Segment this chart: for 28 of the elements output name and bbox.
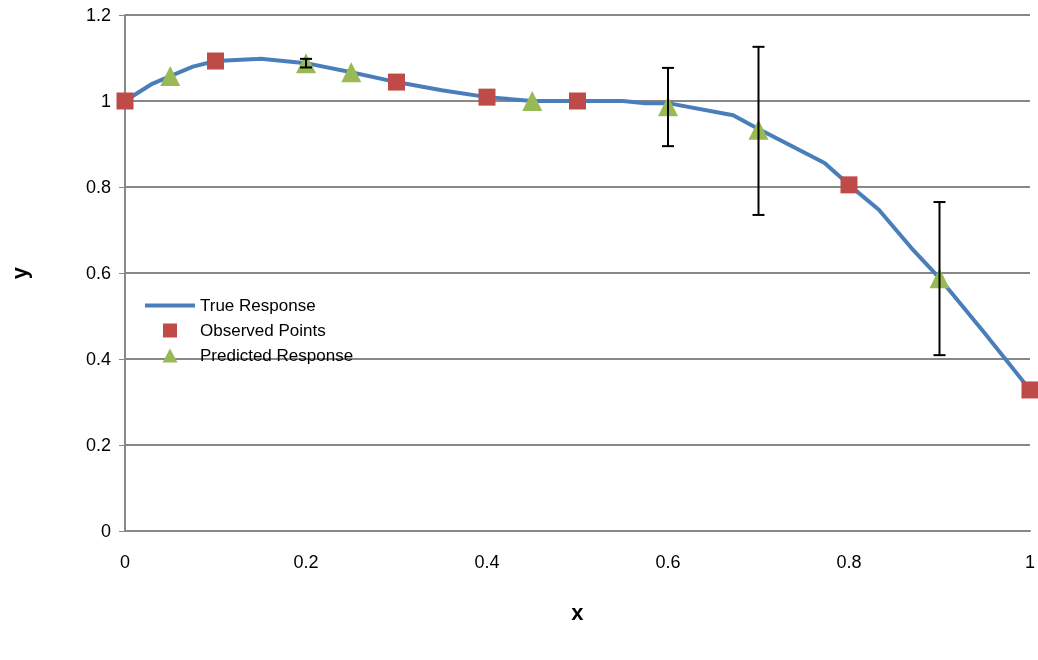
x-tick-label: 1 — [1024, 552, 1035, 572]
y-tick-label: 0.4 — [85, 349, 111, 369]
x-tick-label: 0.6 — [655, 552, 681, 572]
point — [569, 92, 586, 110]
y-tick-label: 0.8 — [85, 177, 111, 197]
y-tick-label: 1 — [100, 91, 111, 111]
y-tick-label: 0.6 — [85, 263, 111, 283]
point — [388, 73, 405, 91]
y-tick-label: 0 — [100, 521, 111, 541]
y-axis-title: y — [6, 266, 32, 280]
legend-label: Predicted Response — [200, 346, 354, 365]
x-axis-title: x — [571, 599, 585, 625]
y-tick-label: 1.2 — [85, 5, 111, 25]
legend-label: Observed Points — [200, 321, 326, 340]
point — [160, 66, 181, 87]
point — [1021, 381, 1038, 399]
x-tick-label: 0.8 — [836, 552, 862, 572]
x-tick-label: 0 — [119, 552, 131, 572]
point — [341, 62, 362, 83]
point — [116, 92, 134, 110]
point — [522, 91, 543, 111]
x-tick-label: 0.2 — [293, 552, 319, 572]
point — [840, 176, 858, 194]
x-tick-label: 0.4 — [474, 552, 500, 572]
point — [478, 88, 496, 106]
y-tick-label: 0.2 — [85, 435, 111, 455]
point — [207, 52, 224, 70]
legend-label: True Response — [200, 296, 316, 315]
